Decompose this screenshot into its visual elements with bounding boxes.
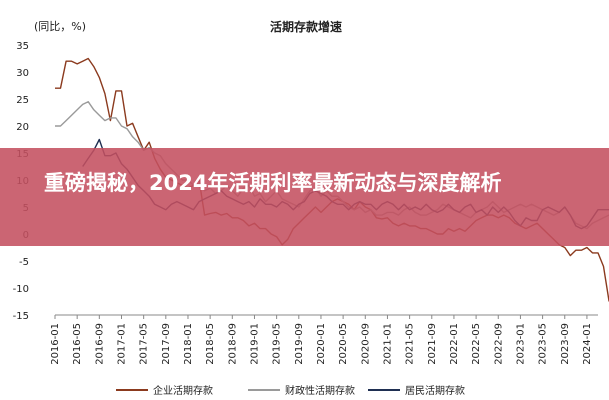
y-tick-label: -5 [19,257,29,268]
y-tick-label: 30 [16,68,29,79]
x-tick-label: 2019-09 [294,323,305,365]
y-tick-label: 35 [16,41,29,52]
x-tick-label: 2021-09 [427,323,438,365]
x-tick-label: 2019-05 [272,323,283,365]
x-tick-label: 2018-05 [205,323,216,365]
legend-label: 居民活期存款 [405,384,465,397]
x-tick-label: 2019-01 [249,323,260,365]
x-tick-label: 2020-01 [316,323,327,365]
legend-label: 财政性活期存款 [285,384,355,397]
x-tick-label: 2022-05 [471,323,482,365]
y-tick-label: 20 [16,122,29,133]
x-tick-label: 2022-01 [449,323,460,365]
headline-text: 重磅揭秘，2024年活期利率最新动态与深度解析 [44,171,502,195]
x-tick-label: 2018-01 [183,323,194,365]
headline-banner: 重磅揭秘，2024年活期利率最新动态与深度解析 [0,148,609,246]
legend: 企业活期存款 财政性活期存款 居民活期存款 [116,384,465,397]
x-tick-label: 2022-09 [493,323,504,365]
x-tick-label: 2017-09 [161,323,172,365]
x-tick-label: 2024-01 [582,323,593,365]
y-tick-label: -15 [13,311,29,322]
x-tick-label: 2020-09 [360,323,371,365]
x-tick-label: 2016-05 [72,323,83,365]
x-tick-label: 2023-09 [560,323,571,365]
y-tick-label: 25 [16,95,29,106]
y-tick-label: -10 [13,284,29,295]
y-axis-unit-label: (同比，%) [34,20,86,33]
x-tick-label: 2018-09 [227,323,238,365]
x-tick-label: 2017-01 [116,323,127,365]
legend-label: 企业活期存款 [153,384,213,397]
x-tick-label: 2023-05 [538,323,549,365]
x-tick-label: 2023-01 [515,323,526,365]
x-tick-label: 2016-09 [94,323,105,365]
x-tick-label: 2016-01 [50,323,61,365]
x-tick-label: 2017-05 [139,323,150,365]
x-tick-label: 2021-05 [405,323,416,365]
x-tick-label: 2021-01 [382,323,393,365]
chart-title: 活期存款增速 [270,19,342,34]
x-tick-label: 2020-05 [338,323,349,365]
